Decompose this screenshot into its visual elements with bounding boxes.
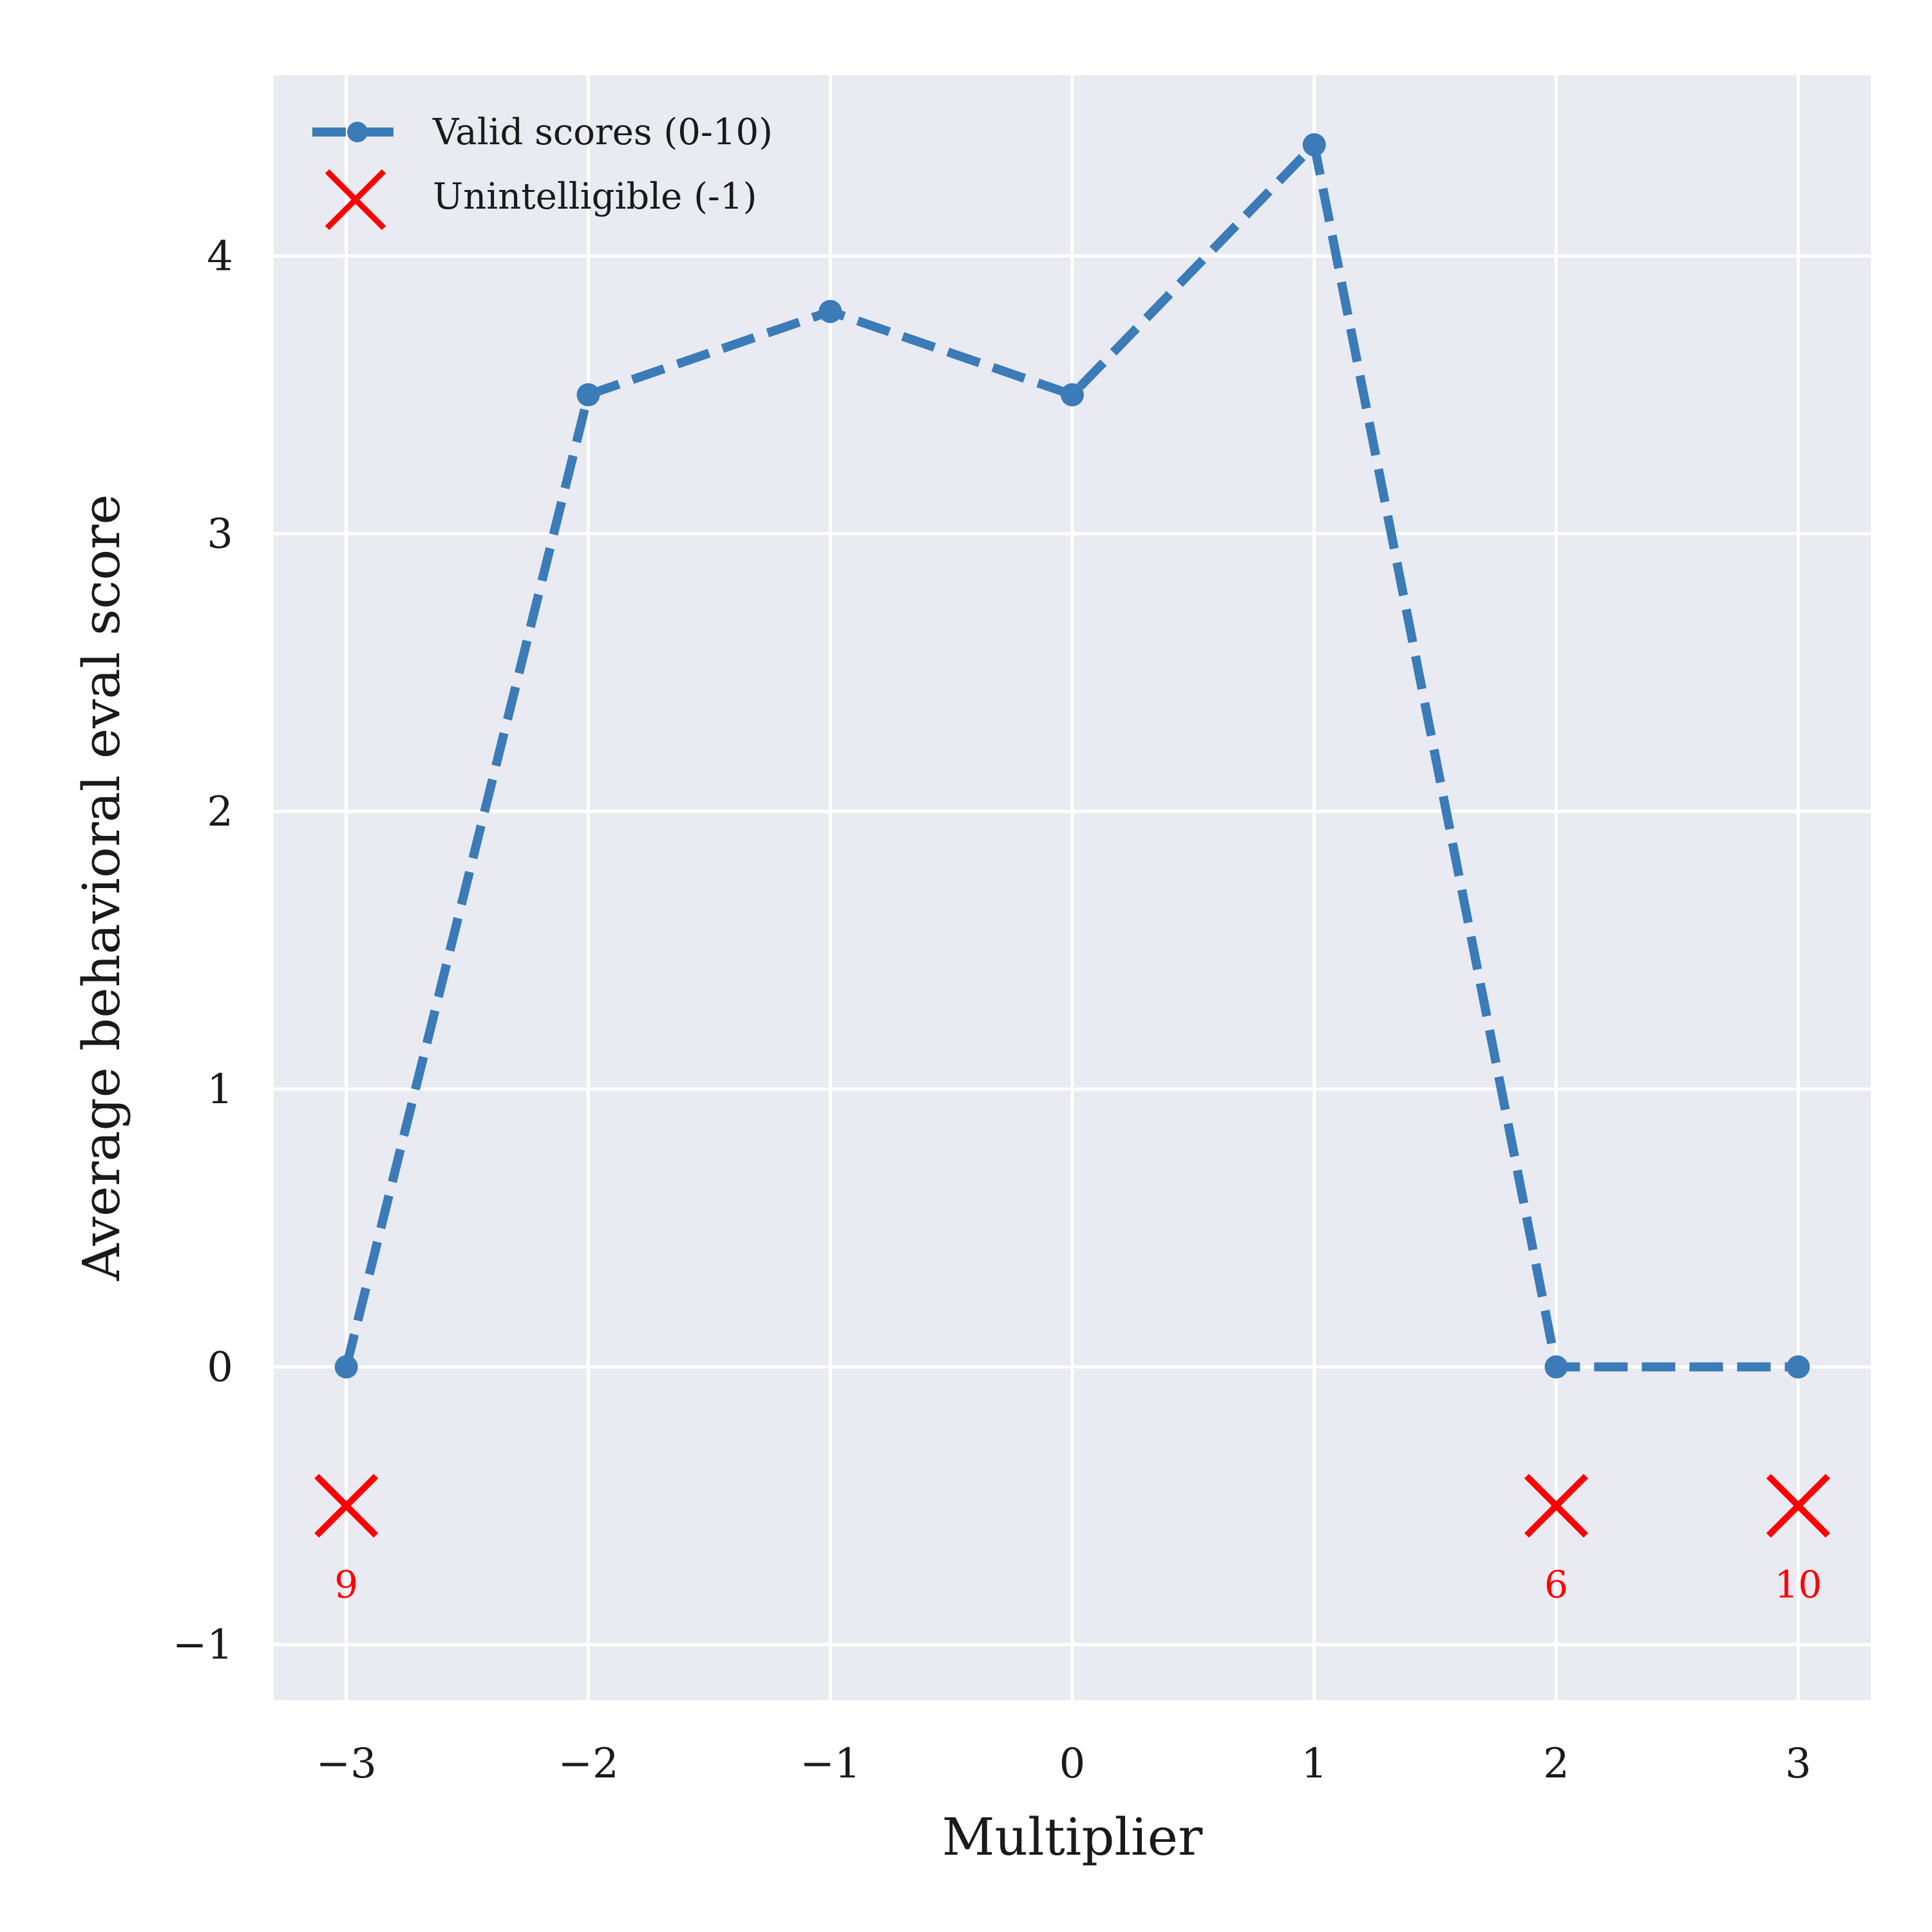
x-tick-label: 3 [1785, 1740, 1812, 1788]
y-axis-title: Average behavioral eval score [71, 494, 131, 1282]
series-layer: 9 6 10 [314, 133, 1830, 1606]
legend-valid-label: Valid scores (0-10) [432, 111, 773, 153]
y-tick-label: 1 [207, 1066, 233, 1113]
unintelligible-x-marker [1524, 1473, 1589, 1538]
legend-unintelligible-x-icon [325, 169, 386, 231]
legend-valid-marker-icon [347, 122, 368, 142]
unintelligible-count-label: 9 [334, 1562, 358, 1606]
y-tick-label: 4 [207, 232, 233, 280]
valid-score-point [1061, 383, 1084, 406]
unintelligible-count-label: 10 [1774, 1562, 1822, 1606]
valid-score-point [1302, 133, 1326, 156]
x-axis-title: Multiplier [942, 1807, 1203, 1867]
valid-score-point [1544, 1355, 1568, 1379]
valid-score-point [819, 299, 842, 323]
valid-score-point [576, 383, 600, 406]
x-tick-label: 2 [1543, 1740, 1569, 1788]
x-tick-label: −1 [800, 1740, 860, 1788]
unintelligible-x-marker [1766, 1473, 1830, 1538]
y-tick-label: 3 [207, 511, 233, 558]
x-tick-label: 1 [1301, 1740, 1327, 1788]
valid-score-point [334, 1355, 358, 1379]
unintelligible-x-marker [314, 1473, 379, 1538]
x-tick-label: −3 [316, 1740, 377, 1788]
y-tick-label: 2 [207, 788, 233, 836]
y-tick-label: −1 [173, 1622, 233, 1669]
axis-ticks: −3 −2 −1 0 1 2 3 −1 0 1 2 3 4 [173, 232, 1812, 1788]
legend: Valid scores (0-10) Unintelligible (-1) [312, 111, 773, 231]
x-tick-label: 0 [1059, 1740, 1086, 1788]
y-tick-label: 0 [207, 1343, 233, 1391]
x-tick-label: −2 [558, 1740, 618, 1788]
legend-unintelligible-label: Unintelligible (-1) [433, 176, 757, 218]
unintelligible-count-label: 6 [1544, 1562, 1568, 1606]
valid-score-point [1786, 1355, 1810, 1379]
grid [274, 75, 1871, 1700]
